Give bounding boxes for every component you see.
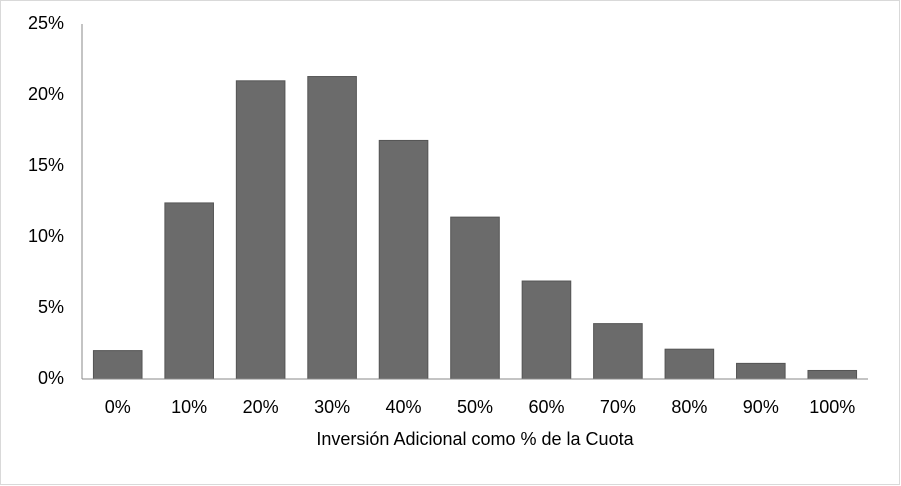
y-tick-label: 5%: [38, 297, 64, 317]
x-tick-label: 50%: [457, 397, 493, 417]
x-tick-label: 80%: [671, 397, 707, 417]
x-tick-label: 100%: [809, 397, 855, 417]
bar: [521, 280, 572, 380]
bar: [593, 323, 643, 380]
bar: [450, 216, 500, 380]
x-tick-label: 40%: [386, 397, 422, 417]
bar: [807, 369, 858, 380]
x-tick-label: 90%: [743, 397, 779, 417]
y-tick-label: 15%: [28, 155, 64, 175]
bar: [92, 350, 143, 380]
y-tick-label: 25%: [28, 13, 64, 33]
x-tick-label: 60%: [528, 397, 564, 417]
bar: [307, 76, 357, 380]
x-tick-label: 20%: [243, 397, 279, 417]
bar: [164, 202, 214, 380]
y-tick-label: 0%: [38, 368, 64, 388]
bar: [664, 348, 715, 380]
x-tick-label: 10%: [171, 397, 207, 417]
x-tick-label: 70%: [600, 397, 636, 417]
bar: [235, 80, 286, 380]
bar: [378, 139, 429, 380]
y-tick-label: 20%: [28, 84, 64, 104]
x-tick-label: 30%: [314, 397, 350, 417]
y-tick-label: 10%: [28, 226, 64, 246]
x-tick-label: 0%: [105, 397, 131, 417]
bar: [736, 362, 786, 380]
x-axis-title: Inversión Adicional como % de la Cuota: [316, 429, 634, 449]
